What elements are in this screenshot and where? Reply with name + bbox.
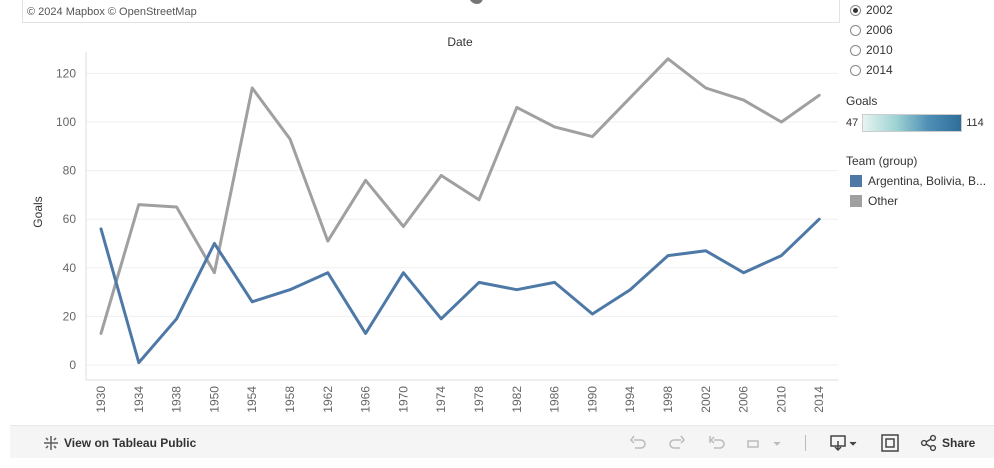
toolbar-divider (805, 435, 806, 451)
y-tick-label: 40 (63, 261, 77, 275)
share-icon (920, 434, 937, 452)
team-legend: Argentina, Bolivia, B... Other (846, 171, 994, 211)
series-line-argentina-group (99, 217, 821, 365)
year-option-label: 2006 (866, 23, 893, 37)
team-legend-item[interactable]: Other (846, 191, 994, 211)
revert-icon[interactable] (707, 433, 727, 453)
x-tick-label: 2014 (812, 386, 826, 413)
x-tick-label: 1998 (661, 386, 675, 413)
team-legend-item[interactable]: Argentina, Bolivia, B... (846, 171, 994, 191)
series-line-other (99, 57, 821, 335)
year-option-2014[interactable]: 2014 (846, 60, 994, 80)
team-legend-label: Other (868, 194, 899, 208)
x-tick-label: 1978 (472, 386, 486, 413)
line-chart: 0 20 40 60 80 100 120 1930 1934 1938 1950 1954 1958 1… (31, 35, 838, 413)
y-tick-label: 100 (56, 115, 76, 129)
plot-area (86, 52, 838, 380)
color-gradient (862, 114, 963, 132)
x-tick-label: 1994 (623, 386, 637, 413)
team-legend-label: Argentina, Bolivia, B... (868, 174, 987, 188)
x-tick-label: 1966 (359, 386, 373, 413)
radio-button[interactable] (850, 24, 861, 36)
year-option-label: 2014 (866, 63, 893, 77)
x-tick-label: 1962 (321, 386, 335, 413)
legend-swatch (850, 195, 862, 207)
y-tick-label: 0 (69, 358, 76, 372)
radio-button[interactable] (850, 44, 861, 56)
share-button[interactable]: Share (920, 434, 975, 452)
refresh-icon[interactable] (744, 433, 782, 453)
year-option-2010[interactable]: 2010 (846, 40, 994, 60)
year-option-2002[interactable]: 2002 (846, 0, 994, 20)
x-tick-label: 2010 (774, 386, 788, 413)
fullscreen-icon[interactable] (880, 433, 900, 453)
radio-button[interactable] (850, 4, 861, 16)
x-tick-label: 1934 (132, 386, 146, 413)
year-option-2006[interactable]: 2006 (846, 20, 994, 40)
color-legend-title: Goals (846, 94, 878, 108)
year-filter: 2002 2006 2010 2014 (846, 0, 994, 80)
map-panel[interactable]: © 2024 Mapbox © OpenStreetMap (22, 0, 840, 23)
year-option-label: 2010 (866, 43, 893, 57)
sidebar-legends: 2002 2006 2010 2014 Goals 47 114 Team (grou… (846, 0, 994, 211)
color-legend: 47 114 (846, 114, 994, 132)
map-shape (469, 0, 483, 4)
x-tick-label: 1950 (207, 386, 221, 413)
y-tick-label: 60 (63, 212, 77, 226)
redo-icon[interactable] (667, 433, 687, 453)
toolbar: View on Tableau Public Share (10, 425, 994, 458)
x-tick-label: 1970 (396, 386, 410, 413)
x-tick-label: 1986 (548, 386, 562, 413)
x-tick-label: 2002 (699, 386, 713, 413)
y-tick-label: 80 (63, 164, 77, 178)
x-tick-label: 1958 (283, 386, 297, 413)
undo-icon[interactable] (628, 433, 648, 453)
color-legend-min: 47 (846, 117, 859, 129)
y-tick-label: 120 (56, 66, 76, 80)
team-legend-title: Team (group) (846, 154, 918, 168)
x-tick-label: 1930 (94, 386, 108, 413)
tableau-logo-icon (44, 436, 58, 450)
share-label: Share (942, 436, 976, 450)
x-tick-label: 1938 (170, 386, 184, 413)
x-tick-label: 1954 (245, 386, 259, 413)
legend-swatch (850, 175, 862, 187)
color-legend-max: 114 (966, 117, 984, 129)
chart-title: Date (447, 35, 473, 49)
x-tick-label: 1982 (510, 386, 524, 413)
y-axis-title: Goals (31, 196, 45, 227)
x-tick-label: 1990 (585, 386, 599, 413)
year-option-label: 2002 (866, 3, 893, 17)
view-on-tableau-label: View on Tableau Public (64, 436, 197, 450)
y-tick-label: 20 (63, 309, 77, 323)
radio-button[interactable] (850, 64, 861, 76)
x-tick-label: 1974 (434, 386, 448, 413)
view-on-tableau-link[interactable]: View on Tableau Public (42, 434, 196, 452)
map-credit: © 2024 Mapbox © OpenStreetMap (27, 6, 197, 18)
download-icon[interactable] (828, 433, 862, 453)
x-tick-label: 2006 (737, 386, 751, 413)
